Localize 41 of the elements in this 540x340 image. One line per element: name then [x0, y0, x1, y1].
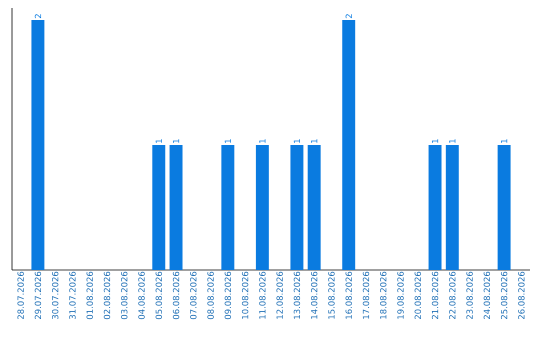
x-tick-label: 09.08.2026 [224, 272, 232, 320]
x-tick-label: 05.08.2026 [156, 272, 162, 320]
x-tick-label: 24.08.2026 [484, 272, 490, 320]
data-label: 1 [172, 139, 180, 143]
x-tick-label: 19.08.2026 [397, 272, 404, 319]
x-tick-label: 13.08.2026 [294, 272, 300, 319]
data-label: 1 [311, 139, 318, 143]
x-tick-label: 22.08.2026 [449, 272, 456, 320]
x-tick-label: 08.08.2026 [207, 272, 214, 320]
x-tick-label: 20.08.2026 [414, 272, 421, 320]
x-tick-label: 28.07.2026 [17, 272, 24, 320]
x-tick-label: 01.08.2026 [86, 272, 93, 320]
x-tick-label: 18.08.2026 [380, 272, 386, 319]
x-tick-label: 11.08.2026 [259, 272, 266, 319]
x-tick-label: 15.08.2026 [328, 272, 335, 319]
x-tick-label: 04.08.2026 [138, 272, 145, 320]
x-tick-label: 16.08.2026 [346, 272, 352, 319]
x-tick-label: 12.08.2026 [276, 272, 283, 319]
x-tick-label: 23.08.2026 [466, 272, 473, 320]
data-label: 1 [156, 139, 162, 143]
x-tick-label: 25.08.2026 [500, 272, 508, 320]
data-label: 1 [432, 139, 438, 143]
data-label: 1 [449, 139, 456, 143]
data-label: 2 [34, 14, 42, 18]
x-tick-label: 31.07.2026 [69, 272, 76, 320]
data-label: 2 [346, 14, 352, 18]
x-tick-label: 02.08.2026 [104, 272, 110, 320]
x-tick-label: 07.08.2026 [190, 272, 197, 320]
x-tick-label: 06.08.2026 [172, 272, 180, 320]
x-tick-label: 17.08.2026 [362, 272, 370, 319]
data-label: 1 [224, 139, 231, 143]
x-tick-label: 10.08.2026 [242, 272, 248, 319]
x-tick-label: 03.08.2026 [121, 272, 128, 320]
x-tick-label: 29.07.2026 [34, 272, 42, 320]
data-label: 1 [259, 139, 266, 143]
data-label: 1 [294, 139, 300, 143]
x-tick-label: 26.08.2026 [518, 272, 525, 320]
data-label: 1 [501, 139, 508, 143]
x-tick-label: 14.08.2026 [310, 272, 318, 319]
x-tick-label: 30.07.2026 [52, 272, 58, 320]
x-tick-label: 21.08.2026 [432, 272, 438, 320]
